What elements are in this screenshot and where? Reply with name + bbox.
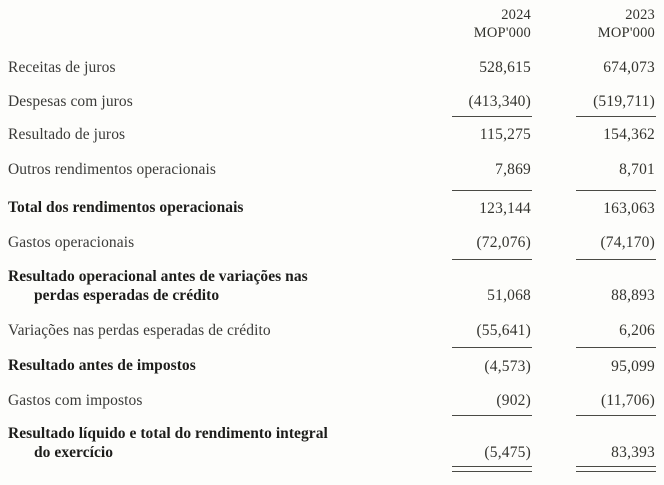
row-value-2023: 83,393 xyxy=(611,444,655,461)
row-label-line2: do exercício xyxy=(34,444,114,461)
row-label: Gastos operacionais xyxy=(8,234,135,251)
subtotal-rule xyxy=(452,116,532,117)
row-label: Outros rendimentos operacionais xyxy=(8,161,216,178)
row-label: Variações nas perdas esperadas de crédit… xyxy=(8,322,271,339)
row-value-2023: 163,063 xyxy=(603,200,655,217)
row-value-2023: 154,362 xyxy=(603,126,655,143)
row-value-2023: (519,711) xyxy=(593,93,655,110)
subtotal-rule xyxy=(452,259,532,260)
row-label: Resultado antes de impostos xyxy=(8,357,196,374)
subtotal-rule xyxy=(576,259,656,260)
subtotal-rule xyxy=(576,190,656,191)
row-value-2023: 8,701 xyxy=(619,161,655,178)
row-label: Total dos rendimentos operacionais xyxy=(8,199,244,216)
row-label: Resultado operacional antes de variações… xyxy=(8,267,308,305)
row-value-2024: (5,475) xyxy=(484,444,531,461)
column-header-2024-unit: MOP'000 xyxy=(473,25,531,41)
row-value-2023: 95,099 xyxy=(611,358,655,375)
row-value-2024: (55,641) xyxy=(476,322,531,339)
row-value-2024: 7,869 xyxy=(495,161,531,178)
closing-double-rule xyxy=(452,466,532,472)
row-label: Resultado de juros xyxy=(8,126,126,143)
row-value-2023: (11,706) xyxy=(601,392,655,409)
row-value-2023: (74,170) xyxy=(600,234,655,251)
row-value-2024: (4,573) xyxy=(484,358,531,375)
subtotal-rule xyxy=(576,347,656,348)
row-value-2024: (413,340) xyxy=(468,93,531,110)
row-label-line1: Resultado líquido e total do rendimento … xyxy=(8,425,328,442)
row-value-2024: 51,068 xyxy=(487,287,531,304)
row-value-2023: 6,206 xyxy=(619,322,655,339)
column-header-2023-year: 2023 xyxy=(625,7,655,23)
row-label: Despesas com juros xyxy=(8,93,133,110)
row-value-2023: 674,073 xyxy=(603,59,655,76)
column-header-2023-unit: MOP'000 xyxy=(597,25,655,41)
column-header-2024-year: 2024 xyxy=(501,7,531,23)
row-value-2024: 123,144 xyxy=(479,200,531,217)
subtotal-rule xyxy=(452,415,532,416)
row-value-2024: 528,615 xyxy=(479,59,531,76)
row-value-2023: 88,893 xyxy=(611,287,655,304)
subtotal-rule xyxy=(576,415,656,416)
row-value-2024: (72,076) xyxy=(476,234,531,251)
row-label: Resultado líquido e total do rendimento … xyxy=(8,424,328,462)
row-label-line2: perdas esperadas de crédito xyxy=(34,287,220,304)
row-label: Gastos com impostos xyxy=(8,392,143,409)
subtotal-rule xyxy=(452,190,532,191)
closing-double-rule xyxy=(576,466,656,472)
subtotal-rule xyxy=(576,116,656,117)
row-label: Receitas de juros xyxy=(8,59,116,76)
row-label-line1: Resultado operacional antes de variações… xyxy=(8,268,308,285)
subtotal-rule xyxy=(452,347,532,348)
row-value-2024: 115,275 xyxy=(479,126,531,143)
row-value-2024: (902) xyxy=(496,392,531,409)
